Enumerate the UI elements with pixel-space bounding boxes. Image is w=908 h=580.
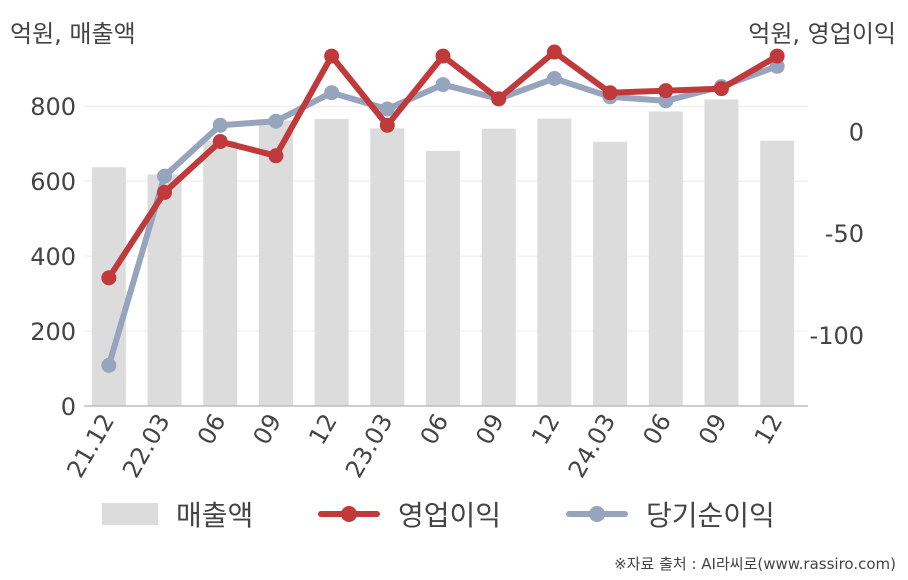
- x-tick-label: 12: [749, 409, 789, 449]
- point-operating-profit: [491, 91, 507, 107]
- legend-swatch-operating-profit: [318, 503, 380, 525]
- point-net-income: [546, 70, 562, 86]
- y-right-tick-label: -100: [810, 322, 864, 350]
- point-operating-profit: [157, 184, 173, 200]
- legend-item-operating-profit: 영업이익: [318, 490, 501, 538]
- point-operating-profit: [101, 270, 117, 286]
- point-operating-profit: [769, 48, 785, 64]
- x-tick-label: 06: [192, 409, 232, 449]
- bar-revenue: [481, 128, 516, 406]
- x-tick-label: 12: [526, 409, 566, 449]
- x-tick-label: 22.03: [117, 409, 176, 483]
- left-axis-unit-label: 억원, 매출액: [10, 20, 136, 48]
- bar-revenue: [648, 111, 683, 406]
- legend-swatch-net-income: [566, 503, 628, 525]
- point-operating-profit: [212, 134, 228, 150]
- x-tick-label: 09: [693, 409, 733, 449]
- point-net-income: [212, 117, 228, 133]
- x-tick-label: 06: [415, 409, 455, 449]
- point-net-income: [101, 357, 117, 373]
- bar-revenue: [258, 120, 293, 406]
- bar-revenue: [314, 118, 349, 407]
- point-operating-profit: [713, 81, 729, 97]
- bar-revenue: [537, 118, 572, 406]
- point-net-income: [379, 101, 395, 117]
- point-net-income: [157, 168, 173, 184]
- bar-revenue: [203, 141, 238, 407]
- legend-swatch-revenue: [102, 503, 158, 525]
- point-net-income: [324, 85, 340, 101]
- y-right-tick-label: -50: [825, 220, 864, 248]
- x-tick-label: 12: [303, 409, 343, 449]
- point-operating-profit: [379, 117, 395, 133]
- bar-revenue: [370, 128, 405, 406]
- point-operating-profit: [602, 85, 618, 101]
- point-operating-profit: [268, 148, 284, 164]
- x-tick-label: 23.03: [340, 409, 399, 483]
- legend-item-net-income: 당기순이익: [566, 490, 775, 538]
- y-left-tick-label: 400: [30, 243, 76, 271]
- x-tick-label: 06: [637, 409, 677, 449]
- point-net-income: [268, 113, 284, 129]
- y-left-tick-label: 800: [30, 93, 76, 121]
- right-axis-unit-label: 억원, 영업이익: [748, 20, 896, 48]
- x-tick-label: 09: [248, 409, 288, 449]
- y-left-tick-label: 0: [61, 393, 76, 421]
- legend-label-operating-profit: 영업이익: [398, 499, 502, 532]
- legend-label-net-income: 당기순이익: [646, 499, 775, 532]
- bar-revenue: [704, 99, 739, 406]
- y-left-tick-label: 600: [30, 168, 76, 196]
- bar-revenue: [760, 140, 795, 406]
- legend-label-revenue: 매출액: [176, 499, 254, 532]
- point-operating-profit: [324, 48, 340, 64]
- bar-revenue: [426, 150, 460, 406]
- chart-legend: 매출액 영업이익 당기순이익: [0, 490, 908, 540]
- legend-item-revenue: 매출액: [102, 490, 253, 538]
- point-operating-profit: [435, 48, 451, 64]
- point-operating-profit: [658, 83, 674, 99]
- point-operating-profit: [546, 44, 562, 60]
- x-tick-label: 24.03: [563, 409, 622, 483]
- bar-revenue: [593, 141, 628, 406]
- x-tick-label: 09: [470, 409, 510, 449]
- y-right-tick-label: 0: [849, 118, 864, 146]
- y-left-tick-label: 200: [30, 318, 76, 346]
- point-net-income: [435, 77, 451, 93]
- source-note: ※자료 출처 : AI라씨로(www.rassiro.com): [614, 555, 896, 573]
